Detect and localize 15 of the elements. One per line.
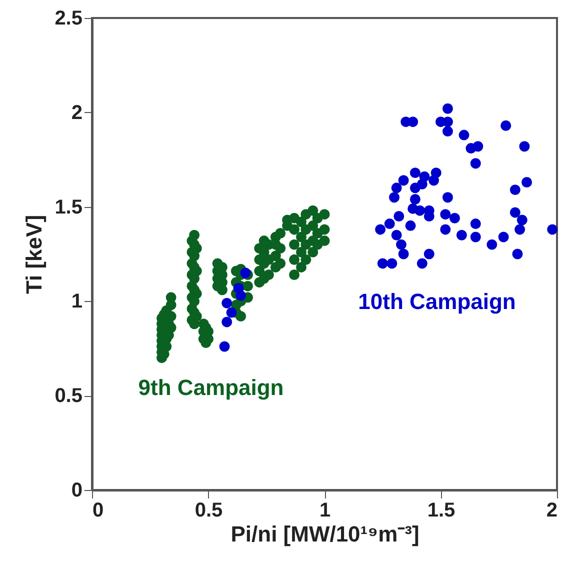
y-tick-label: 2.5 — [54, 8, 82, 30]
y-tick-label: 1 — [71, 290, 82, 313]
x-tick-label: 0 — [92, 500, 104, 522]
y-tick-label: 0 — [71, 480, 82, 502]
x-tick-label: 0.5 — [194, 500, 223, 522]
y-axis-title: Ti [keV] — [22, 214, 47, 294]
y-tick-label: 1.5 — [54, 196, 82, 218]
x-tick-label: 1 — [319, 500, 331, 522]
x-tick-label: 1.5 — [427, 500, 456, 522]
y-tick-label: 2 — [71, 102, 82, 124]
y-tick-label: 0.5 — [54, 385, 82, 408]
series-label: 9th Campaign — [138, 375, 284, 400]
x-tick-label: 2 — [546, 500, 558, 522]
series-label: 10th Campaign — [358, 289, 516, 314]
x-axis-title: Pi/ni [MW/10¹⁹m⁻³] — [230, 522, 420, 546]
